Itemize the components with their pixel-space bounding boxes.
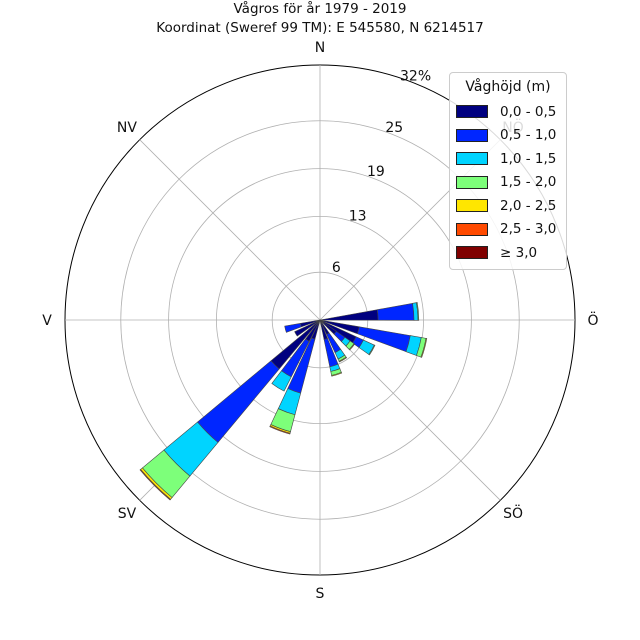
rose-bar-segment xyxy=(294,319,321,337)
legend: Våghöjd (m) 0,0 - 0,5 0,5 - 1,0 1,0 - 1,5 1… xyxy=(449,72,567,270)
legend-label: 0,5 - 1,0 xyxy=(500,127,557,144)
legend-label: 2,5 - 3,0 xyxy=(500,221,557,238)
direction-label: NV xyxy=(117,120,137,136)
chart-title-block: Vågros för år 1979 - 2019 Koordinat (Swe… xyxy=(0,0,640,38)
legend-label: 1,5 - 2,0 xyxy=(500,174,557,191)
direction-label: V xyxy=(42,313,52,329)
rose-bar-segment xyxy=(416,302,420,321)
grid-spoke xyxy=(139,139,321,321)
legend-item: 2,5 - 3,0 xyxy=(456,218,560,242)
chart-subtitle: Koordinat (Sweref 99 TM): E 545580, N 62… xyxy=(156,20,484,36)
radial-tick-label: 19 xyxy=(367,164,385,180)
legend-label: 1,0 - 1,5 xyxy=(500,150,557,167)
direction-label: N xyxy=(315,40,325,56)
chart-title: Vågros för år 1979 - 2019 xyxy=(233,1,407,17)
rose-bar-segment xyxy=(338,356,348,363)
legend-swatch xyxy=(456,222,488,236)
legend-item: 0,5 - 1,0 xyxy=(456,124,560,148)
radial-tick-label: 13 xyxy=(349,208,367,224)
legend-swatch xyxy=(456,246,488,260)
legend-swatch xyxy=(456,175,488,189)
legend-item: 2,0 - 2,5 xyxy=(456,194,560,218)
rose-bar-segment xyxy=(197,360,280,443)
legend-swatch xyxy=(456,105,488,119)
rose-bar-segment xyxy=(284,323,302,333)
rose-bar-segment xyxy=(420,337,428,358)
legend-item: 1,5 - 2,0 xyxy=(456,171,560,195)
legend-swatch xyxy=(456,128,488,142)
direction-label: Ö xyxy=(587,311,598,329)
legend-item: 1,0 - 1,5 xyxy=(456,147,560,171)
direction-label: SÖ xyxy=(503,504,523,522)
legend-item: ≥ 3,0 xyxy=(456,241,560,265)
legend-label: 2,0 - 2,5 xyxy=(500,197,557,214)
rose-bar-segment xyxy=(269,425,291,435)
rose-bars xyxy=(139,302,428,501)
rose-bar-segment xyxy=(368,344,376,356)
direction-label: SV xyxy=(118,506,137,522)
rose-bar-segment xyxy=(348,343,356,351)
radial-tick-label: 25 xyxy=(385,120,403,136)
direction-label: S xyxy=(316,586,325,602)
legend-title: Våghöjd (m) xyxy=(465,79,551,95)
legend-swatch xyxy=(456,199,488,213)
rose-bar-segment xyxy=(331,371,343,377)
legend-items: 0,0 - 0,5 0,5 - 1,0 1,0 - 1,5 1,5 - 2,0 2,0 … xyxy=(456,100,560,265)
legend-item: 0,0 - 0,5 xyxy=(456,100,560,124)
rose-bar-segment xyxy=(271,370,292,392)
radial-tick-label: 6 xyxy=(332,260,341,276)
axis-labels: NNÖÖSÖSSVVNV613192532% xyxy=(42,40,598,602)
rose-bar-segment xyxy=(139,469,171,501)
radial-tick-label: 32% xyxy=(400,68,431,84)
legend-label: ≥ 3,0 xyxy=(500,244,538,261)
legend-label: 0,0 - 0,5 xyxy=(500,103,557,120)
rose-bar-segment xyxy=(376,303,415,321)
legend-swatch xyxy=(456,152,488,166)
polar-grid xyxy=(64,64,576,576)
